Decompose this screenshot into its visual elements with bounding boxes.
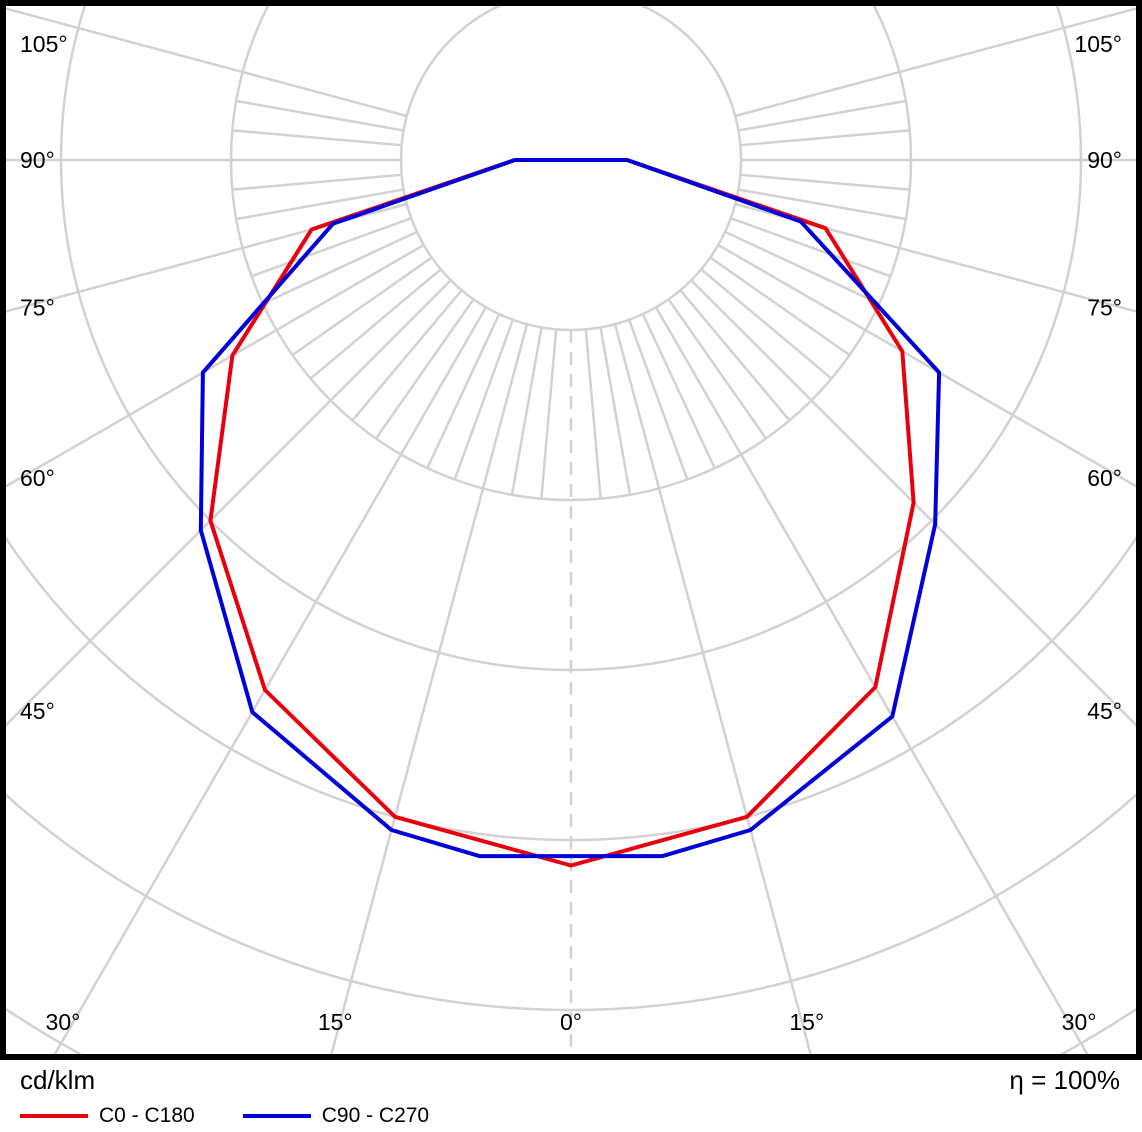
grid-radial-line bbox=[734, 202, 1136, 313]
angle-labels: 45° 45° 60° 60° 75° 75° 90° 90° 105° 105° 0° 15° 15°… bbox=[20, 31, 1122, 1035]
grid-minor-radial-line bbox=[641, 313, 716, 469]
footer-top-row: cd/klm η = 100% bbox=[0, 1060, 1142, 1095]
legend-line-red-icon bbox=[20, 1113, 88, 1118]
grid-minor-radial-line bbox=[235, 188, 404, 221]
legend-label-c0-c180: C0 - C180 bbox=[99, 1103, 195, 1127]
legend-label-c90-c270: C90 - C270 bbox=[321, 1103, 430, 1127]
grid-minor-radial-line bbox=[738, 188, 907, 221]
unit-label: cd/klm bbox=[20, 1065, 96, 1095]
series-curve-c0-c180 bbox=[208, 158, 916, 868]
chart-footer: cd/klm η = 100% C0 - C180 C90 - C270 bbox=[0, 1060, 1142, 1132]
grid-radial-line bbox=[613, 323, 812, 1054]
grid-radial-line bbox=[734, 7, 1136, 118]
grid-minor-radial-line bbox=[738, 99, 907, 132]
legend-item-c0-c180: C0 - C180 bbox=[20, 1104, 195, 1128]
angle-label-left: 105° bbox=[20, 31, 68, 57]
grid-minor-radial-line bbox=[232, 173, 402, 191]
grid-minor-radial-line bbox=[453, 319, 515, 480]
grid-minor-radial-line bbox=[679, 289, 791, 422]
grid-minor-radial-line bbox=[540, 329, 558, 499]
grid-minor-radial-line bbox=[627, 319, 689, 480]
grid-radial-line bbox=[6, 243, 425, 488]
grid-radial-line bbox=[330, 323, 529, 1054]
grid-radial-line bbox=[53, 306, 488, 1054]
grid-minor-radial-line bbox=[700, 268, 833, 380]
grid-minor-radial-line bbox=[426, 313, 501, 469]
plot-border bbox=[0, 0, 1142, 1060]
angle-label-bottom-right: 15° bbox=[789, 1009, 824, 1035]
grid-radial-line bbox=[6, 7, 408, 118]
angle-label-left: 75° bbox=[20, 295, 55, 321]
grid-minor-radial-line bbox=[235, 99, 404, 132]
angle-label-right: 45° bbox=[1087, 698, 1122, 724]
angle-label-right: 105° bbox=[1074, 31, 1122, 57]
polar-chart-canvas: 45° 45° 60° 60° 75° 75° 90° 90° 105° 105° 0° 15° 15°… bbox=[0, 0, 1142, 1060]
grid-minor-radial-line bbox=[309, 268, 442, 380]
efficiency-label: η = 100% bbox=[1009, 1065, 1120, 1095]
grid-minor-radial-line bbox=[740, 129, 910, 147]
grid-radial-line bbox=[654, 306, 1089, 1054]
legend-line-blue-icon bbox=[242, 1113, 311, 1118]
grid-radial-line bbox=[6, 279, 452, 727]
grid-minor-radial-line bbox=[599, 327, 632, 496]
series-curves bbox=[198, 158, 942, 868]
grid-ring bbox=[399, 6, 743, 332]
angle-label-right: 60° bbox=[1087, 465, 1122, 491]
angle-label-bottom-left: 30° bbox=[46, 1009, 81, 1035]
angle-label-right: 75° bbox=[1087, 295, 1122, 321]
grid-minor-radial-line bbox=[730, 216, 891, 278]
grid-minor-radial-line bbox=[232, 129, 402, 147]
polar-grid bbox=[6, 6, 1136, 1054]
angle-label-bottom-right: 30° bbox=[1062, 1009, 1097, 1035]
angle-label-left: 90° bbox=[20, 147, 55, 173]
grid-minor-radial-line bbox=[584, 329, 602, 499]
grid-minor-radial-line bbox=[291, 256, 433, 357]
grid-minor-radial-line bbox=[740, 173, 910, 191]
angle-label-right: 90° bbox=[1087, 147, 1122, 173]
legend: C0 - C180 C90 - C270 bbox=[0, 1095, 1142, 1128]
grid-minor-radial-line bbox=[262, 230, 418, 305]
grid-minor-radial-line bbox=[510, 327, 543, 496]
angle-label-bottom: 0° bbox=[560, 1009, 582, 1035]
legend-item-c90-c270: C90 - C270 bbox=[242, 1103, 430, 1128]
grid-minor-radial-line bbox=[351, 289, 463, 422]
angle-label-bottom-left: 15° bbox=[318, 1009, 353, 1035]
grid-ring bbox=[6, 793, 1136, 1011]
grid-minor-radial-line bbox=[667, 298, 768, 440]
angle-label-left: 60° bbox=[20, 465, 55, 491]
grid-radial-line bbox=[690, 279, 1136, 727]
grid-minor-radial-line bbox=[251, 216, 412, 278]
grid-radial-line bbox=[6, 202, 408, 313]
grid-minor-radial-line bbox=[709, 256, 851, 357]
series-curve-c90-c270 bbox=[198, 158, 942, 859]
grid-minor-radial-line bbox=[374, 298, 475, 440]
grid-minor-radial-line bbox=[724, 230, 880, 305]
grid-radial-line bbox=[717, 243, 1136, 488]
angle-label-left: 45° bbox=[20, 698, 55, 724]
